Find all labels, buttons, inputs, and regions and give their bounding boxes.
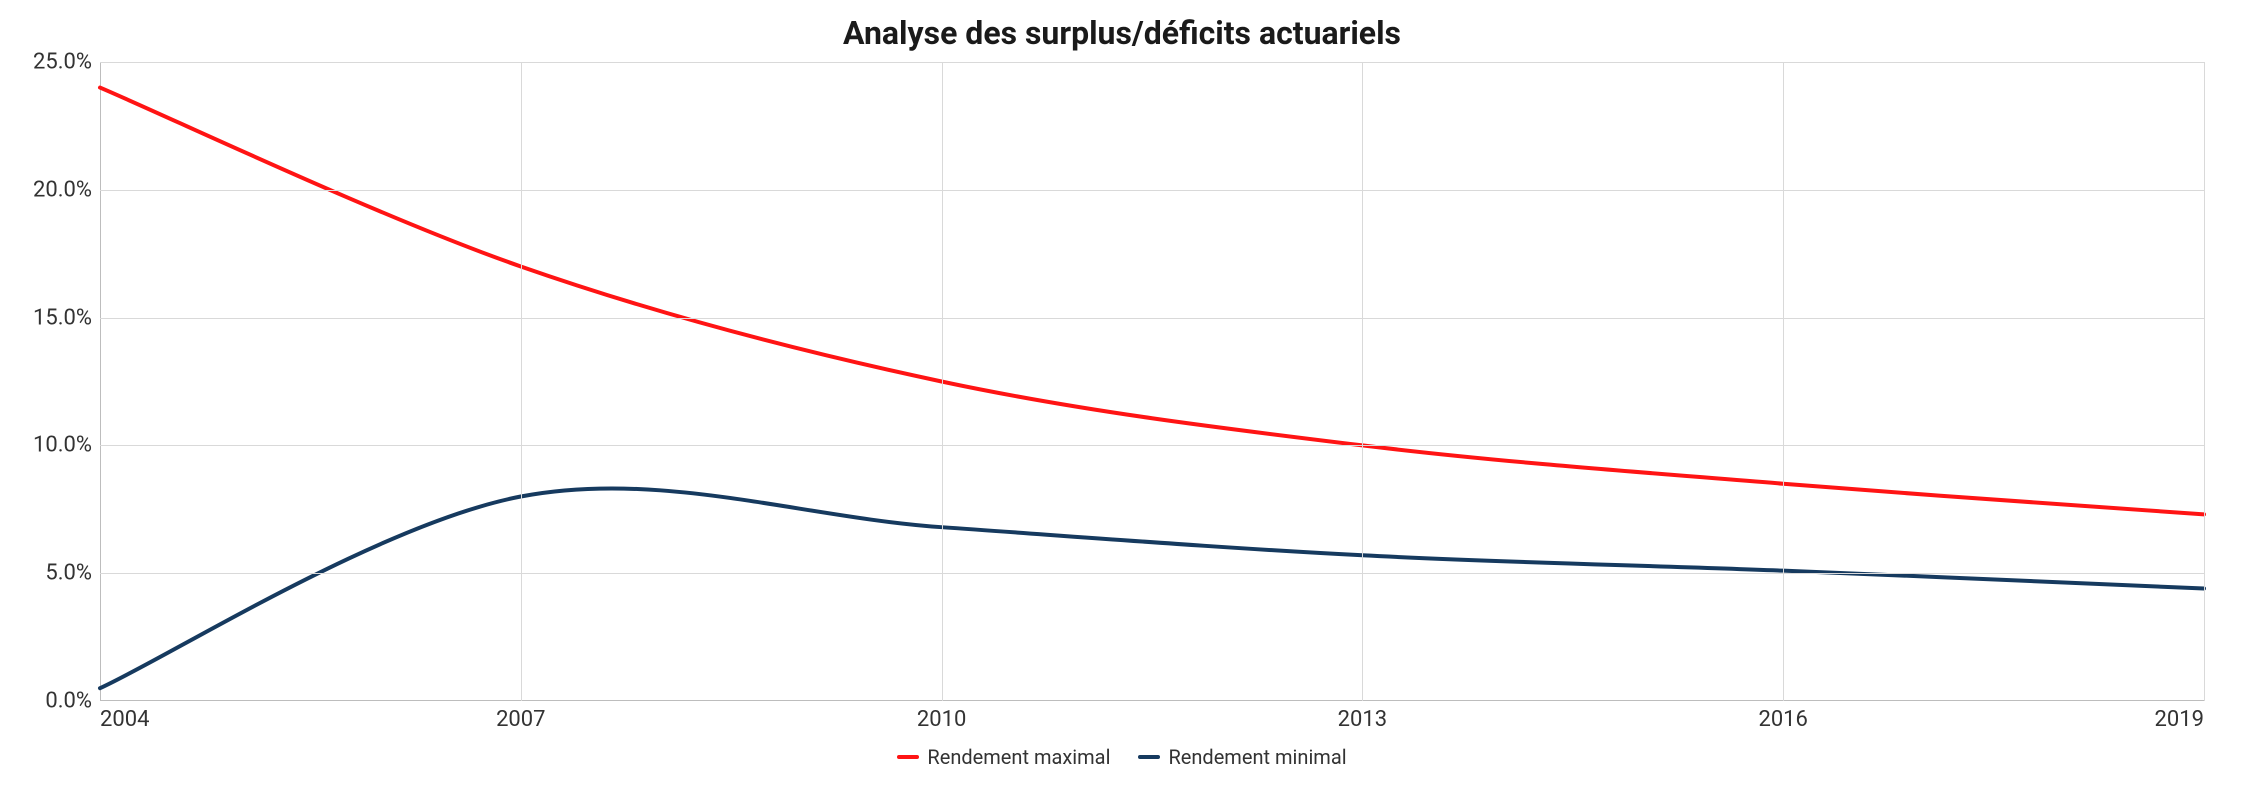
chart-lines [100,62,2204,701]
x-tick-label: 2007 [496,701,545,732]
series-line-rendement_maximal [100,88,2204,515]
legend-swatch [1138,755,1160,759]
y-tick-label: 25.0% [33,50,100,75]
legend-label: Rendement minimal [1168,745,1346,769]
plot-wrap: 0.0%5.0%10.0%15.0%20.0%25.0%200420072010… [100,62,2204,701]
series-line-rendement_minimal [100,488,2204,688]
plot-area: 0.0%5.0%10.0%15.0%20.0%25.0%200420072010… [100,62,2204,701]
legend-swatch [897,755,919,759]
gridline-v [2204,62,2205,701]
gridline-v [1783,62,1784,701]
gridline-h [100,190,2204,191]
y-tick-label: 5.0% [45,561,100,586]
x-tick-label: 2010 [917,701,966,732]
gridline-h [100,62,2204,63]
x-tick-label: 2019 [2155,701,2204,732]
y-tick-label: 15.0% [33,305,100,330]
chart-title: Analyse des surplus/déficits actuariels [0,0,2244,62]
y-tick-label: 0.0% [45,689,100,714]
gridline-v [942,62,943,701]
gridline-h [100,573,2204,574]
gridline-h [100,445,2204,446]
legend-item-rendement_maximal: Rendement maximal [897,745,1110,769]
chart-container: Analyse des surplus/déficits actuariels … [0,0,2244,799]
gridline-v [1362,62,1363,701]
y-tick-label: 20.0% [33,177,100,202]
gridline-v [521,62,522,701]
legend-label: Rendement maximal [927,745,1110,769]
gridline-h [100,318,2204,319]
legend: Rendement maximal Rendement minimal [0,745,2244,769]
x-tick-label: 2004 [100,701,149,732]
x-tick-label: 2016 [1758,701,1807,732]
x-tick-label: 2013 [1338,701,1387,732]
y-tick-label: 10.0% [33,433,100,458]
legend-item-rendement_minimal: Rendement minimal [1138,745,1346,769]
